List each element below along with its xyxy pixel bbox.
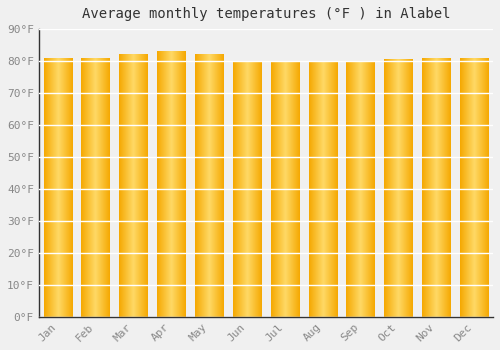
Title: Average monthly temperatures (°F ) in Alabel: Average monthly temperatures (°F ) in Al…	[82, 7, 450, 21]
